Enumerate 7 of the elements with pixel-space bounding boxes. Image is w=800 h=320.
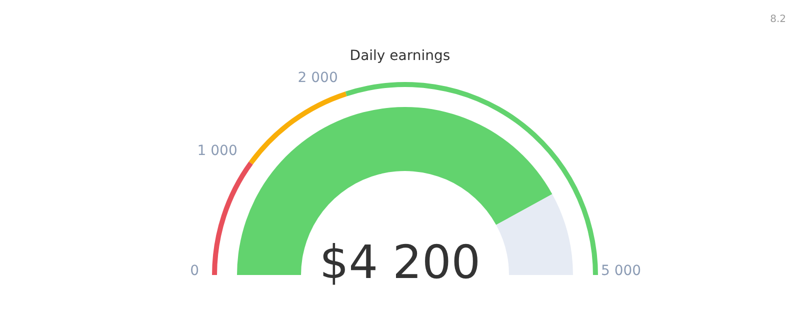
- text: 0: [190, 263, 199, 279]
- chart-title: Daily earnings: [350, 48, 450, 64]
- text: $4 200: [320, 235, 480, 289]
- text: 1 000: [197, 142, 238, 159]
- text: 2 000: [298, 70, 338, 86]
- text: 8.2: [770, 14, 786, 25]
- text: 5 000: [601, 263, 642, 279]
